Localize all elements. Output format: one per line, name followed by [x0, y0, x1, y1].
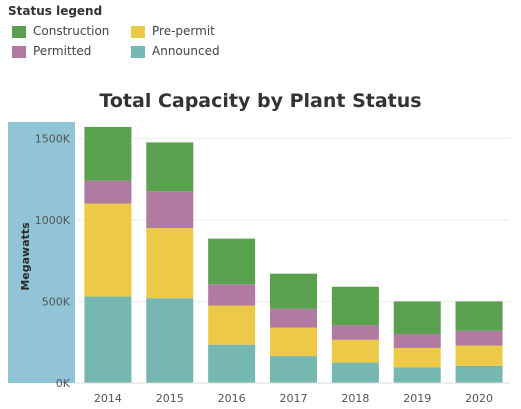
bar-segment-announced-2014[interactable]: [84, 296, 132, 383]
bar-segment-pre-permit-2020[interactable]: [455, 345, 503, 366]
bar-segment-announced-2019[interactable]: [393, 367, 441, 383]
x-tick-label: 2017: [280, 392, 308, 405]
bar-segment-announced-2018[interactable]: [331, 362, 379, 383]
legend-label-pre-permit: Pre-permit: [152, 24, 215, 38]
bar-segment-construction-2020[interactable]: [455, 301, 503, 331]
legend-swatch-pre-permit: [131, 26, 145, 38]
y-tick-label: 1000K: [35, 214, 71, 227]
chart-title: Total Capacity by Plant Status: [99, 90, 422, 112]
legend-label-announced: Announced: [152, 44, 220, 58]
bar-segment-permitted-2016[interactable]: [208, 284, 256, 306]
legend-swatch-permitted: [12, 46, 26, 58]
legend-swatch-construction: [12, 26, 26, 38]
x-tick-label: 2014: [94, 392, 122, 405]
bar-segment-pre-permit-2015[interactable]: [146, 228, 194, 299]
bar-segment-permitted-2020[interactable]: [455, 330, 503, 346]
y-tick-label: 500K: [42, 295, 71, 308]
legend-swatch-announced: [131, 46, 145, 58]
legend-title: Status legend: [8, 4, 103, 18]
bar-segment-construction-2019[interactable]: [393, 301, 441, 335]
bar-segment-pre-permit-2017[interactable]: [269, 327, 318, 357]
x-tick-label: 2016: [218, 392, 246, 405]
status-legend: Status legend Construction Pre-permit Pe…: [8, 4, 308, 64]
bar-segment-construction-2016[interactable]: [208, 238, 256, 285]
x-tick-label: 2015: [156, 392, 184, 405]
bar-segment-pre-permit-2018[interactable]: [331, 339, 379, 363]
y-axis-band: [8, 122, 75, 383]
legend-label-permitted: Permitted: [33, 44, 92, 58]
x-tick-label: 2018: [341, 392, 369, 405]
bar-segment-construction-2015[interactable]: [146, 142, 194, 192]
bar-segment-construction-2018[interactable]: [331, 286, 379, 326]
legend-label-construction: Construction: [33, 24, 110, 38]
bar-segment-construction-2014[interactable]: [84, 126, 132, 181]
bar-segment-permitted-2017[interactable]: [269, 308, 318, 328]
bar-segment-construction-2017[interactable]: [269, 273, 318, 309]
bar-segment-announced-2016[interactable]: [208, 344, 256, 383]
x-tick-label: 2020: [465, 392, 493, 405]
y-axis-label: Megawatts: [19, 222, 32, 291]
x-tick-label: 2019: [403, 392, 431, 405]
bar-segment-pre-permit-2014[interactable]: [84, 203, 132, 297]
bar-segment-permitted-2015[interactable]: [146, 191, 194, 229]
bar-segment-pre-permit-2016[interactable]: [208, 305, 256, 345]
y-tick-label: 1500K: [35, 132, 71, 145]
y-tick-label: 0K: [56, 377, 71, 390]
bar-segment-permitted-2019[interactable]: [393, 334, 441, 348]
bar-segment-pre-permit-2019[interactable]: [393, 347, 441, 368]
bar-segment-permitted-2014[interactable]: [84, 180, 132, 204]
bar-segment-announced-2017[interactable]: [269, 356, 318, 383]
bar-segment-permitted-2018[interactable]: [331, 325, 379, 340]
bar-segment-announced-2015[interactable]: [146, 298, 194, 383]
bar-segment-announced-2020[interactable]: [455, 365, 503, 383]
